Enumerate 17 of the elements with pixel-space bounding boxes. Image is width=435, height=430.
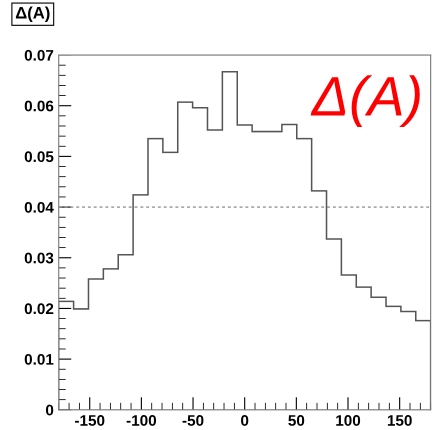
chart-title: Δ(A) [16, 6, 50, 22]
x-tick-label: 50 [288, 415, 304, 426]
y-tick-label: 0.02 [24, 303, 54, 314]
x-tick-label: -100 [126, 415, 156, 426]
x-tick-label: -150 [75, 415, 104, 426]
y-tick-label: 0.06 [24, 100, 54, 112]
y-tick-label: 0.07 [24, 50, 54, 61]
x-tick-label: 100 [336, 415, 360, 426]
y-tick-label: 0.01 [24, 354, 54, 365]
y-tick-label: 0.05 [24, 151, 54, 162]
y-tick-label: 0.04 [24, 202, 54, 213]
x-tick-label: 0 [241, 415, 248, 426]
x-tick-label: 150 [388, 415, 412, 426]
x-tick-label: -50 [182, 415, 204, 426]
annotation: Δ(A) [310, 75, 420, 128]
y-tick-label: 0 [46, 404, 54, 416]
y-tick-label: 0.03 [24, 252, 54, 264]
